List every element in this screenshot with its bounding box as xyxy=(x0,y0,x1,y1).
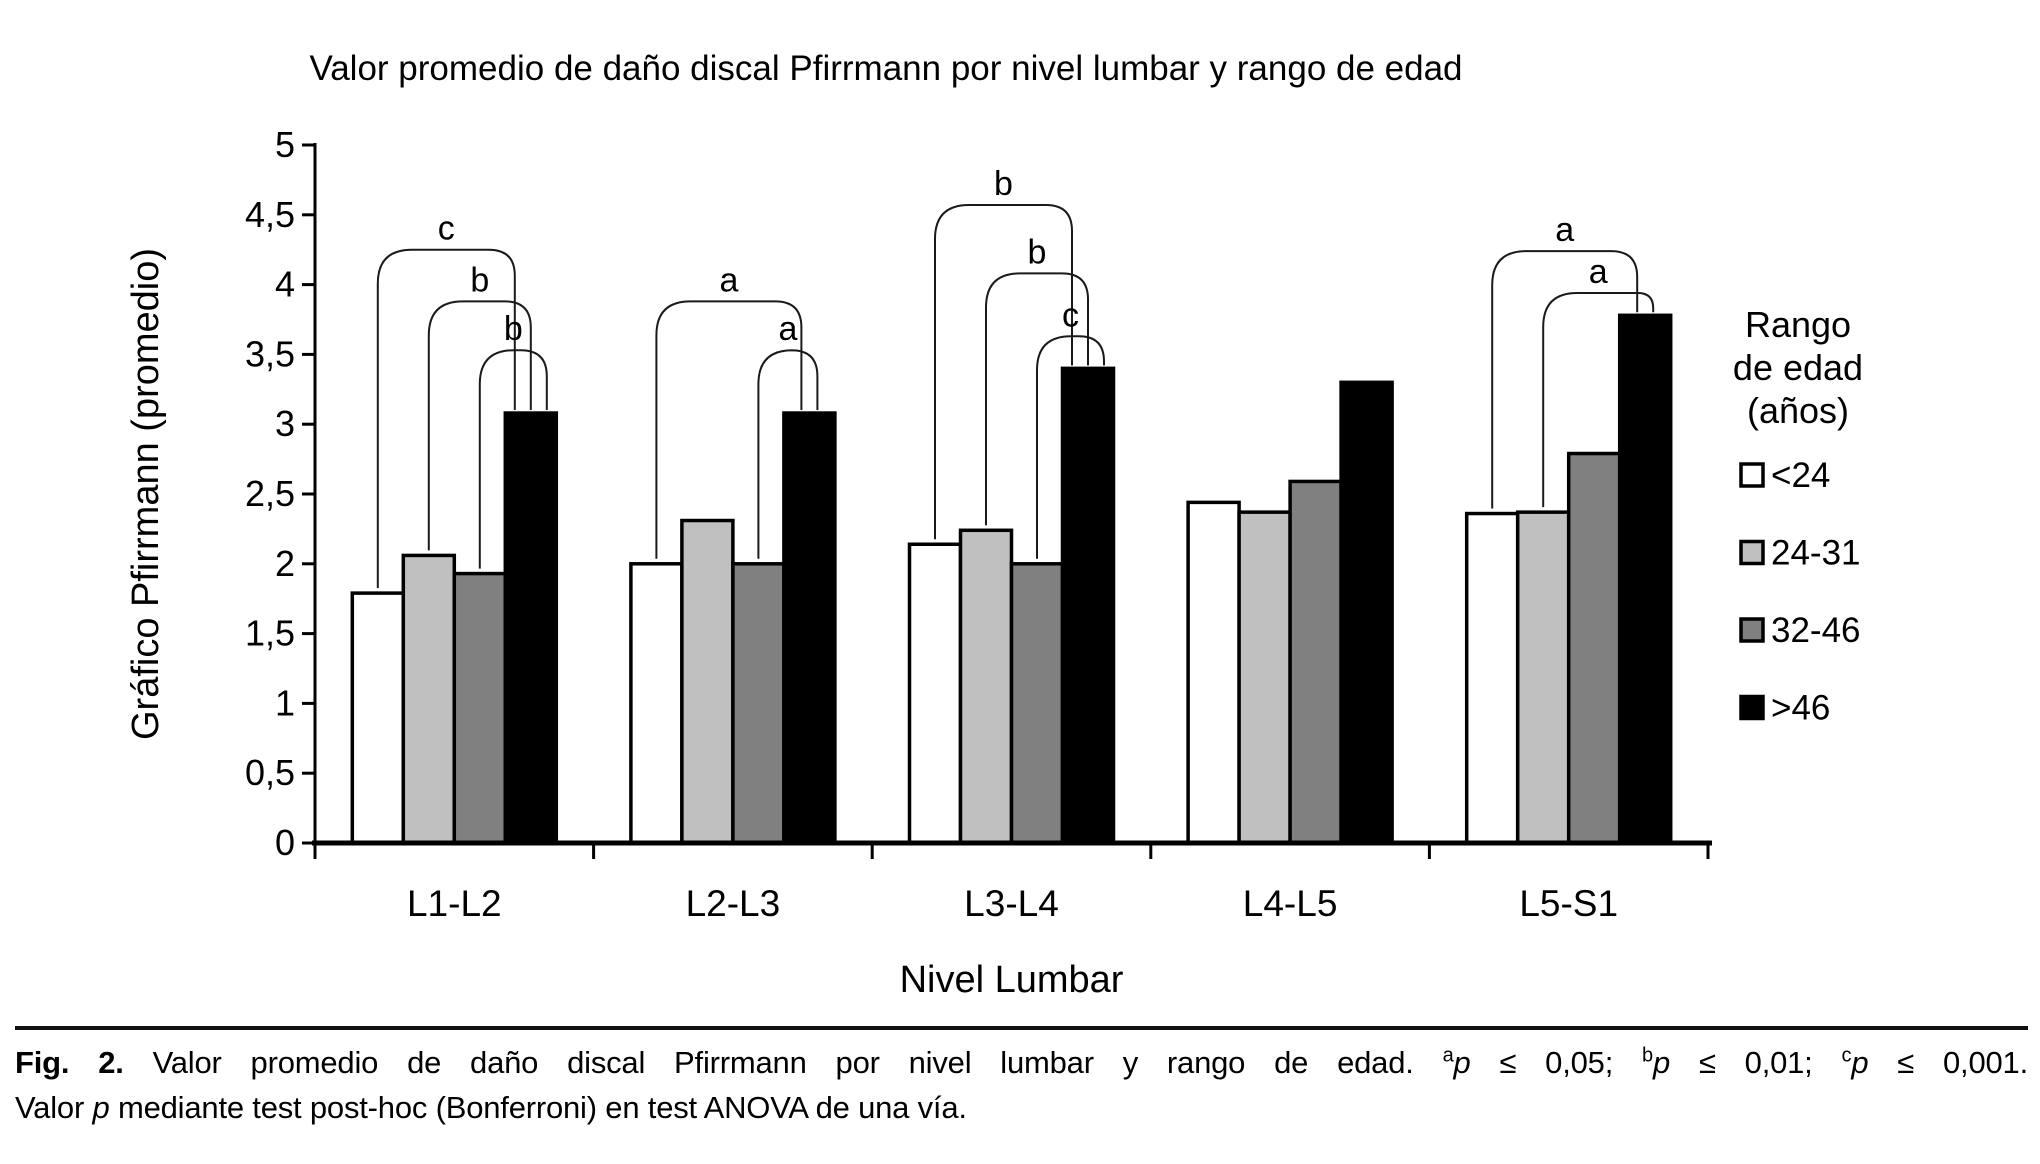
sig-bracket-L1-L2-b-1 xyxy=(427,300,532,551)
bar-L5-S1-32-46 xyxy=(1566,451,1622,845)
legend-swatch-32-46 xyxy=(1739,617,1765,643)
x-category-label-L1-L2: L1-L2 xyxy=(407,883,502,924)
y-tick-label-2: 2 xyxy=(275,543,295,584)
legend-swatch-24-31 xyxy=(1739,539,1765,566)
sig-bracket-L3-L4-b-1 xyxy=(985,272,1089,526)
sig-bracket-L3-L4-c-2 xyxy=(1036,335,1105,559)
sig-bracket-L2-L3-a-1 xyxy=(757,349,819,559)
sig-bracket-L1-L2-c-0 xyxy=(376,248,516,589)
y-tick-label-1: 1 xyxy=(275,682,295,723)
bar-L4-L5->46 xyxy=(1339,380,1394,845)
legend-label->46: >46 xyxy=(1771,689,1830,728)
sig-bracket-L2-L3-a-0 xyxy=(655,300,803,559)
y-tick-label-3: 3 xyxy=(275,403,295,444)
x-axis-title: Nivel Lumbar xyxy=(900,959,1124,1001)
bar-L1-L2-<24 xyxy=(350,591,406,845)
bar-L1-L2->46 xyxy=(503,411,559,845)
y-tick-label-5: 5 xyxy=(275,124,295,165)
sig-bracket-label-L2-L3-1: a xyxy=(778,310,797,348)
bar-L5-S1-<24 xyxy=(1464,511,1520,845)
y-tick-label-0,5: 0,5 xyxy=(245,752,295,793)
legend-swatch-<24 xyxy=(1739,462,1765,488)
y-axis-title: Gráfico Pfirrmann (promedio) xyxy=(125,248,167,740)
caption-rel-b: ≤ 0,01; xyxy=(1698,1045,1813,1080)
legend-label-32-46: 32-46 xyxy=(1771,611,1861,650)
bar-L2-L3->46 xyxy=(782,411,837,845)
sig-bracket-label-L3-L4-1: b xyxy=(1028,233,1047,271)
caption-line2-post: mediante test post-hoc (Bonferroni) en t… xyxy=(117,1090,967,1125)
legend-title-line-2: de edad xyxy=(1733,347,1863,388)
caption-stat-a: ap xyxy=(1443,1045,1471,1080)
bar-L4-L5-24-31 xyxy=(1237,510,1292,845)
sig-bracket-L3-L4-b-0 xyxy=(934,204,1073,540)
sig-bracket-label-L1-L2-1: b xyxy=(470,261,489,299)
caption-pvar-a: p xyxy=(1453,1045,1471,1080)
figure-caption: Fig. 2. Valor promedio de daño discal Pf… xyxy=(15,1026,2028,1130)
y-tick-label-4,5: 4,5 xyxy=(245,194,295,235)
sig-bracket-L1-L2-b-2 xyxy=(478,349,548,569)
bar-L5-S1->46 xyxy=(1617,313,1673,845)
sig-bracket-label-L3-L4-2: c xyxy=(1062,296,1079,334)
figure-caption-line-1: Fig. 2. Valor promedio de daño discal Pf… xyxy=(15,1040,2028,1085)
sig-bracket-label-L3-L4-0: b xyxy=(994,165,1013,203)
bar-L4-L5-32-46 xyxy=(1288,479,1343,845)
legend-label-24-31: 24-31 xyxy=(1771,534,1861,573)
caption-line2-pvar: p xyxy=(92,1090,110,1125)
caption-rel-c: ≤ 0,001. xyxy=(1897,1045,2028,1080)
bar-L5-S1-24-31 xyxy=(1515,510,1571,845)
figure-2: c b b a a b b c a a 0 0,5 1 1,5 2 2,5 3 3,5 4 4,5 5 L1-L2 L2-L… xyxy=(15,49,2028,1130)
x-category-label-L2-L3: L2-L3 xyxy=(686,883,781,924)
bar-L3-L4-24-31 xyxy=(958,528,1014,845)
y-tick-label-3,5: 3,5 xyxy=(245,333,295,374)
caption-pvar-b: p xyxy=(1652,1045,1671,1080)
legend-swatch->46 xyxy=(1739,694,1765,721)
y-tick-label-0: 0 xyxy=(275,822,295,863)
bar-L2-L3-32-46 xyxy=(731,562,786,845)
caption-body: Valor promedio de daño discal Pfirrmann … xyxy=(152,1045,1414,1080)
sig-bracket-L5-S1-a-0 xyxy=(1491,250,1639,509)
caption-pvar-c: p xyxy=(1851,1045,1869,1080)
y-tick-label-2,5: 2,5 xyxy=(245,473,295,514)
y-tick-label-1,5: 1,5 xyxy=(245,613,295,654)
x-category-label-L3-L4: L3-L4 xyxy=(964,883,1059,924)
chart-title: Valor promedio de daño discal Pfirrmann … xyxy=(309,49,1462,88)
sig-bracket-label-L1-L2-0: c xyxy=(438,210,455,248)
bar-L3-L4-32-46 xyxy=(1009,562,1065,845)
sig-bracket-L5-S1-a-1 xyxy=(1542,291,1655,508)
x-category-label-L4-L5: L4-L5 xyxy=(1243,883,1338,924)
figure-label: Fig. 2. xyxy=(15,1045,124,1080)
legend-title-line-3: (años) xyxy=(1747,390,1849,431)
caption-sup-b: b xyxy=(1642,1044,1653,1067)
caption-stat-c: cp xyxy=(1842,1045,1869,1080)
y-tick-label-4: 4 xyxy=(275,264,295,305)
bar-L1-L2-32-46 xyxy=(452,571,508,845)
sig-bracket-label-L1-L2-2: b xyxy=(504,310,523,348)
sig-bracket-label-L5-S1-0: a xyxy=(1555,211,1574,249)
bar-L1-L2-24-31 xyxy=(401,553,457,845)
legend-label-<24: <24 xyxy=(1771,456,1830,495)
figure-caption-line-2: Valor p mediante test post-hoc (Bonferro… xyxy=(15,1085,2028,1130)
bar-L4-L5-<24 xyxy=(1186,500,1241,845)
caption-rel-a: ≤ 0,05; xyxy=(1499,1045,1614,1080)
sig-bracket-label-L2-L3-0: a xyxy=(719,261,738,299)
bar-L3-L4-<24 xyxy=(907,542,963,845)
x-category-label-L5-S1: L5-S1 xyxy=(1519,883,1618,924)
bar-L2-L3-<24 xyxy=(629,562,684,845)
caption-line2-pre: Valor xyxy=(15,1090,85,1125)
bar-L2-L3-24-31 xyxy=(680,518,735,845)
bar-L3-L4->46 xyxy=(1060,366,1116,845)
sig-bracket-label-L5-S1-1: a xyxy=(1589,253,1608,291)
caption-sup-a: a xyxy=(1442,1044,1454,1067)
legend-title-line-1: Rango xyxy=(1745,304,1851,345)
caption-stat-b: bp xyxy=(1642,1045,1670,1080)
caption-sup-c: c xyxy=(1841,1044,1852,1067)
